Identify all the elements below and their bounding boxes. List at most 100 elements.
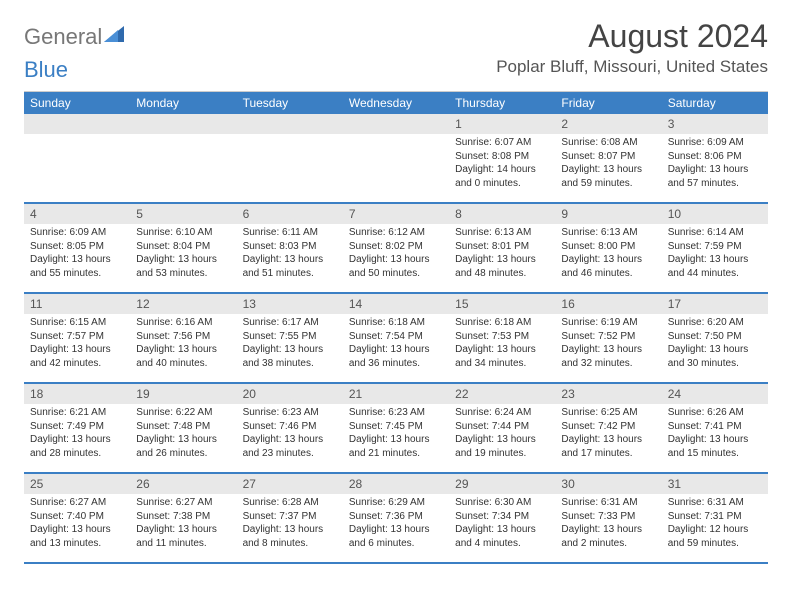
- cell-body: Sunrise: 6:16 AMSunset: 7:56 PMDaylight:…: [130, 316, 236, 370]
- cell-line-daylight2: and 6 minutes.: [349, 537, 443, 551]
- weekday-header: Sunday: [24, 92, 130, 114]
- cell-body: Sunrise: 6:22 AMSunset: 7:48 PMDaylight:…: [130, 406, 236, 460]
- cell-line-sunset: Sunset: 7:59 PM: [668, 240, 762, 254]
- date-number: 24: [662, 384, 768, 404]
- cell-line-daylight1: Daylight: 13 hours: [136, 343, 230, 357]
- calendar-cell: 2Sunrise: 6:08 AMSunset: 8:07 PMDaylight…: [555, 114, 661, 204]
- cell-line-sunset: Sunset: 8:07 PM: [561, 150, 655, 164]
- calendar-cell: 26Sunrise: 6:27 AMSunset: 7:38 PMDayligh…: [130, 474, 236, 564]
- cell-line-sunset: Sunset: 7:34 PM: [455, 510, 549, 524]
- calendar-cell: 15Sunrise: 6:18 AMSunset: 7:53 PMDayligh…: [449, 294, 555, 384]
- date-number: 27: [237, 474, 343, 494]
- calendar-cell: 14Sunrise: 6:18 AMSunset: 7:54 PMDayligh…: [343, 294, 449, 384]
- cell-line-sunset: Sunset: 7:36 PM: [349, 510, 443, 524]
- cell-line-sunset: Sunset: 7:46 PM: [243, 420, 337, 434]
- cell-line-sunrise: Sunrise: 6:19 AM: [561, 316, 655, 330]
- cell-line-daylight2: and 11 minutes.: [136, 537, 230, 551]
- cell-line-daylight2: and 0 minutes.: [455, 177, 549, 191]
- cell-line-daylight1: Daylight: 13 hours: [30, 343, 124, 357]
- cell-line-sunrise: Sunrise: 6:14 AM: [668, 226, 762, 240]
- calendar-cell: 27Sunrise: 6:28 AMSunset: 7:37 PMDayligh…: [237, 474, 343, 564]
- calendar-cell: 31Sunrise: 6:31 AMSunset: 7:31 PMDayligh…: [662, 474, 768, 564]
- weekday-header: Tuesday: [237, 92, 343, 114]
- cell-line-sunset: Sunset: 8:02 PM: [349, 240, 443, 254]
- cell-line-sunrise: Sunrise: 6:29 AM: [349, 496, 443, 510]
- date-number: [130, 114, 236, 134]
- date-number: 21: [343, 384, 449, 404]
- cell-line-daylight2: and 53 minutes.: [136, 267, 230, 281]
- calendar-cell: 24Sunrise: 6:26 AMSunset: 7:41 PMDayligh…: [662, 384, 768, 474]
- cell-line-daylight1: Daylight: 13 hours: [349, 433, 443, 447]
- cell-line-sunrise: Sunrise: 6:18 AM: [349, 316, 443, 330]
- cell-line-daylight2: and 59 minutes.: [668, 537, 762, 551]
- cell-line-daylight1: Daylight: 13 hours: [136, 523, 230, 537]
- weekday-header: Thursday: [449, 92, 555, 114]
- cell-line-sunrise: Sunrise: 6:18 AM: [455, 316, 549, 330]
- date-number: 22: [449, 384, 555, 404]
- cell-line-daylight1: Daylight: 13 hours: [668, 163, 762, 177]
- cell-line-daylight2: and 38 minutes.: [243, 357, 337, 371]
- cell-line-sunset: Sunset: 7:56 PM: [136, 330, 230, 344]
- cell-body: Sunrise: 6:11 AMSunset: 8:03 PMDaylight:…: [237, 226, 343, 280]
- cell-body: Sunrise: 6:18 AMSunset: 7:54 PMDaylight:…: [343, 316, 449, 370]
- cell-line-daylight1: Daylight: 14 hours: [455, 163, 549, 177]
- date-number: 15: [449, 294, 555, 314]
- cell-line-daylight2: and 32 minutes.: [561, 357, 655, 371]
- cell-line-sunrise: Sunrise: 6:22 AM: [136, 406, 230, 420]
- calendar-cell: [130, 114, 236, 204]
- cell-body: Sunrise: 6:18 AMSunset: 7:53 PMDaylight:…: [449, 316, 555, 370]
- cell-line-daylight1: Daylight: 13 hours: [455, 253, 549, 267]
- cell-body: Sunrise: 6:19 AMSunset: 7:52 PMDaylight:…: [555, 316, 661, 370]
- cell-line-sunrise: Sunrise: 6:21 AM: [30, 406, 124, 420]
- cell-body: Sunrise: 6:28 AMSunset: 7:37 PMDaylight:…: [237, 496, 343, 550]
- weekday-header: Saturday: [662, 92, 768, 114]
- calendar-cell: 4Sunrise: 6:09 AMSunset: 8:05 PMDaylight…: [24, 204, 130, 294]
- cell-line-daylight1: Daylight: 13 hours: [136, 253, 230, 267]
- calendar-cell: 17Sunrise: 6:20 AMSunset: 7:50 PMDayligh…: [662, 294, 768, 384]
- cell-body: Sunrise: 6:14 AMSunset: 7:59 PMDaylight:…: [662, 226, 768, 280]
- cell-line-sunrise: Sunrise: 6:23 AM: [349, 406, 443, 420]
- cell-line-daylight1: Daylight: 13 hours: [668, 343, 762, 357]
- cell-body: Sunrise: 6:21 AMSunset: 7:49 PMDaylight:…: [24, 406, 130, 460]
- cell-line-daylight2: and 42 minutes.: [30, 357, 124, 371]
- cell-line-sunset: Sunset: 8:00 PM: [561, 240, 655, 254]
- cell-line-sunset: Sunset: 7:40 PM: [30, 510, 124, 524]
- calendar-cell: 21Sunrise: 6:23 AMSunset: 7:45 PMDayligh…: [343, 384, 449, 474]
- date-number: 6: [237, 204, 343, 224]
- cell-body: Sunrise: 6:25 AMSunset: 7:42 PMDaylight:…: [555, 406, 661, 460]
- cell-line-daylight2: and 28 minutes.: [30, 447, 124, 461]
- calendar-cell: 6Sunrise: 6:11 AMSunset: 8:03 PMDaylight…: [237, 204, 343, 294]
- calendar-cell: [237, 114, 343, 204]
- date-number: 9: [555, 204, 661, 224]
- date-number: [24, 114, 130, 134]
- cell-body: Sunrise: 6:30 AMSunset: 7:34 PMDaylight:…: [449, 496, 555, 550]
- cell-line-daylight1: Daylight: 12 hours: [668, 523, 762, 537]
- cell-line-sunrise: Sunrise: 6:27 AM: [136, 496, 230, 510]
- month-title: August 2024: [496, 18, 768, 55]
- cell-line-sunrise: Sunrise: 6:30 AM: [455, 496, 549, 510]
- date-number: 12: [130, 294, 236, 314]
- date-number: 25: [24, 474, 130, 494]
- calendar-cell: 30Sunrise: 6:31 AMSunset: 7:33 PMDayligh…: [555, 474, 661, 564]
- date-number: 10: [662, 204, 768, 224]
- calendar-cell: 28Sunrise: 6:29 AMSunset: 7:36 PMDayligh…: [343, 474, 449, 564]
- cell-line-daylight2: and 55 minutes.: [30, 267, 124, 281]
- cell-line-sunrise: Sunrise: 6:23 AM: [243, 406, 337, 420]
- cell-body: Sunrise: 6:12 AMSunset: 8:02 PMDaylight:…: [343, 226, 449, 280]
- date-number: 11: [24, 294, 130, 314]
- date-number: 20: [237, 384, 343, 404]
- calendar-cell: 11Sunrise: 6:15 AMSunset: 7:57 PMDayligh…: [24, 294, 130, 384]
- calendar-cell: [343, 114, 449, 204]
- cell-line-sunrise: Sunrise: 6:12 AM: [349, 226, 443, 240]
- cell-body: Sunrise: 6:27 AMSunset: 7:40 PMDaylight:…: [24, 496, 130, 550]
- date-number: 23: [555, 384, 661, 404]
- calendar-cell: 16Sunrise: 6:19 AMSunset: 7:52 PMDayligh…: [555, 294, 661, 384]
- cell-line-daylight1: Daylight: 13 hours: [455, 433, 549, 447]
- cell-body: Sunrise: 6:15 AMSunset: 7:57 PMDaylight:…: [24, 316, 130, 370]
- date-number: 16: [555, 294, 661, 314]
- date-number: 28: [343, 474, 449, 494]
- date-number: [237, 114, 343, 134]
- calendar-cell: 20Sunrise: 6:23 AMSunset: 7:46 PMDayligh…: [237, 384, 343, 474]
- date-number: 30: [555, 474, 661, 494]
- cell-body: Sunrise: 6:10 AMSunset: 8:04 PMDaylight:…: [130, 226, 236, 280]
